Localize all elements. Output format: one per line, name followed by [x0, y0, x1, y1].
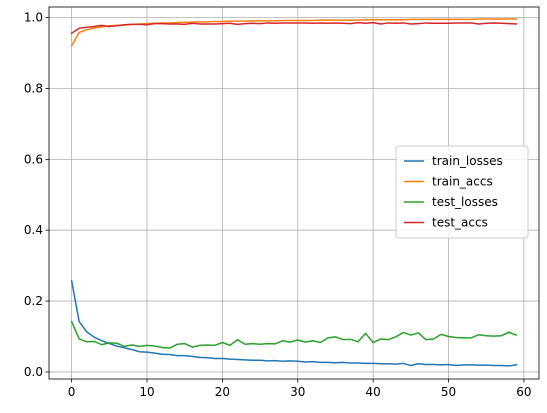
legend-box [395, 145, 529, 239]
y-tick-label: 0.4 [24, 223, 43, 237]
y-tick-label: 0.6 [24, 152, 43, 166]
legend-label-train-losses: train_losses [432, 154, 503, 168]
plot-area-frame [48, 6, 540, 380]
series-lines [70, 18, 518, 367]
series-line-train-accs [70, 18, 518, 47]
y-tick-label: 0.2 [24, 294, 43, 308]
x-tick-label: 30 [290, 385, 305, 399]
series-line-test-losses [70, 320, 518, 349]
x-tick-label: 60 [516, 385, 531, 399]
x-tick-label: 40 [366, 385, 381, 399]
y-tick-label: 0.8 [24, 81, 43, 95]
x-tick-label: 20 [215, 385, 230, 399]
legend-label-test-losses: test_losses [432, 195, 498, 209]
axis-ticks: 0 10 20 30 40 50 60 0.0 0.2 0.4 0.6 0.8 1.0 [24, 11, 532, 399]
x-tick-label: 50 [441, 385, 456, 399]
legend-label-test-accs: test_accs [432, 216, 488, 230]
legend-label-train-accs: train_accs [432, 175, 493, 189]
x-tick-label: 0 [68, 385, 76, 399]
series-line-train-losses [70, 279, 518, 367]
y-tick-label: 1.0 [24, 11, 43, 25]
y-tick-label: 0.0 [24, 365, 43, 379]
x-tick-label: 10 [139, 385, 154, 399]
series-line-test-accs [70, 21, 518, 35]
legend: train_losses train_accs test_losses test_ac… [395, 145, 529, 239]
